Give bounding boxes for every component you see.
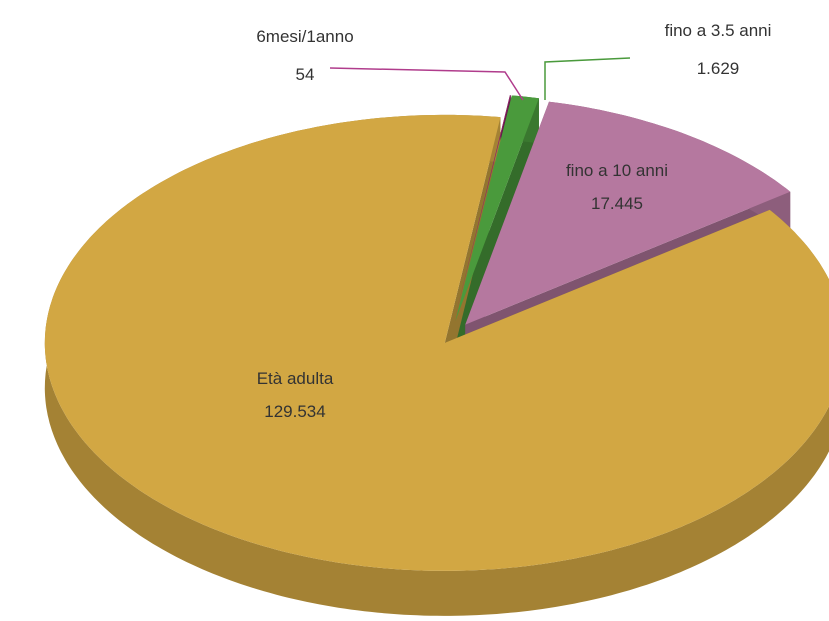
value-label: 17.445 — [591, 194, 643, 213]
slice — [454, 95, 511, 322]
value-label: 129.534 — [264, 402, 326, 421]
leader-line — [544, 57, 631, 100]
category-label: 6mesi/1anno — [256, 27, 354, 46]
slice-label: fino a 10 anni 17.445 — [562, 154, 672, 220]
leader-line — [329, 67, 524, 101]
slice-label: fino a 3.5 anni 1.629 — [638, 12, 798, 88]
value-label: 1.629 — [696, 59, 740, 78]
slice-label: 6mesi/1anno 54 — [235, 18, 375, 94]
slice-label: Età adulta 129.534 — [255, 362, 335, 428]
category-label: fino a 10 anni — [565, 161, 669, 180]
category-label: fino a 3.5 anni — [664, 21, 772, 40]
pie — [44, 95, 829, 616]
slice — [455, 95, 539, 322]
value-label: 54 — [295, 65, 315, 84]
slice — [44, 114, 829, 571]
category-label: Età adulta — [256, 369, 334, 388]
slice — [465, 101, 791, 325]
